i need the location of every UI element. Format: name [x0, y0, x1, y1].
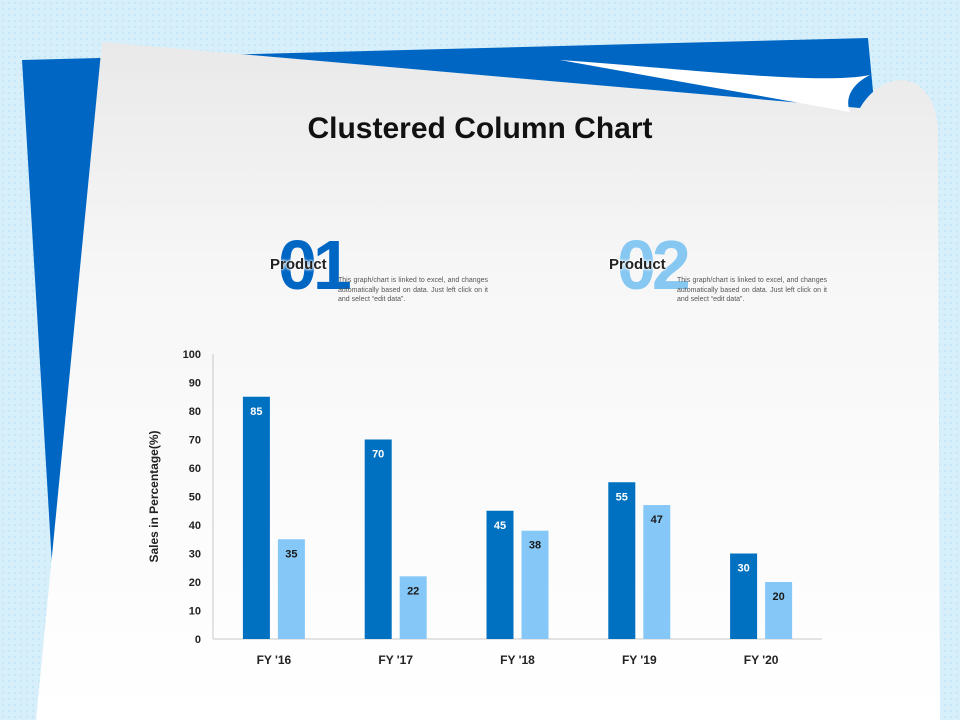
y-tick-label: 100 [183, 349, 201, 361]
x-tick-label: FY '19 [622, 653, 657, 667]
bar-series-1 [364, 439, 392, 639]
bar-series-2 [399, 576, 427, 639]
y-tick-label: 40 [189, 520, 201, 532]
product-description: This graph/chart is linked to excel, and… [338, 277, 488, 303]
data-label: 70 [372, 449, 384, 461]
y-tick-label: 90 [189, 378, 201, 390]
bar-series-1 [242, 396, 270, 639]
x-tick-label: FY '17 [378, 653, 413, 667]
product-label: Product [609, 256, 666, 273]
bar-series-2 [521, 530, 549, 639]
y-axis-title: Sales in Percentage(%) [147, 430, 161, 562]
bar-series-1 [730, 553, 758, 639]
x-tick-label: FY '18 [500, 653, 535, 667]
y-tick-label: 60 [189, 463, 201, 475]
y-tick-label: 20 [189, 577, 201, 589]
y-tick-label: 30 [189, 549, 201, 561]
data-label: 47 [651, 514, 663, 526]
bar-series-2 [643, 505, 671, 639]
data-label: 38 [529, 540, 541, 552]
product-number: 01 [278, 226, 352, 304]
product-description: This graph/chart is linked to excel, and… [677, 277, 827, 303]
y-tick-label: 80 [189, 406, 201, 418]
y-tick-label: 70 [189, 435, 201, 447]
data-label: 35 [285, 548, 297, 560]
data-label: 55 [616, 491, 628, 503]
data-label: 30 [737, 563, 749, 575]
x-tick-label: FY '20 [744, 653, 779, 667]
product-block-1: 01 Product This graph/chart is linked to… [270, 230, 508, 308]
product-block-2: 02 Product This graph/chart is linked to… [609, 230, 847, 308]
bar-series-1 [608, 482, 636, 639]
data-label: 85 [250, 406, 262, 418]
bar-series-2 [277, 539, 305, 639]
paper-curl [560, 60, 870, 112]
data-label: 20 [772, 591, 784, 603]
y-tick-label: 10 [189, 606, 201, 618]
y-tick-label: 0 [195, 634, 201, 646]
product-number: 02 [617, 226, 691, 304]
data-label: 22 [407, 585, 419, 597]
page-title: Clustered Column Chart [307, 112, 653, 145]
x-tick-label: FY '16 [257, 653, 292, 667]
y-tick-label: 50 [189, 492, 201, 504]
product-label: Product [270, 256, 327, 273]
bar-series-1 [486, 510, 514, 639]
data-label: 45 [494, 520, 506, 532]
bar-series-2 [765, 582, 793, 639]
